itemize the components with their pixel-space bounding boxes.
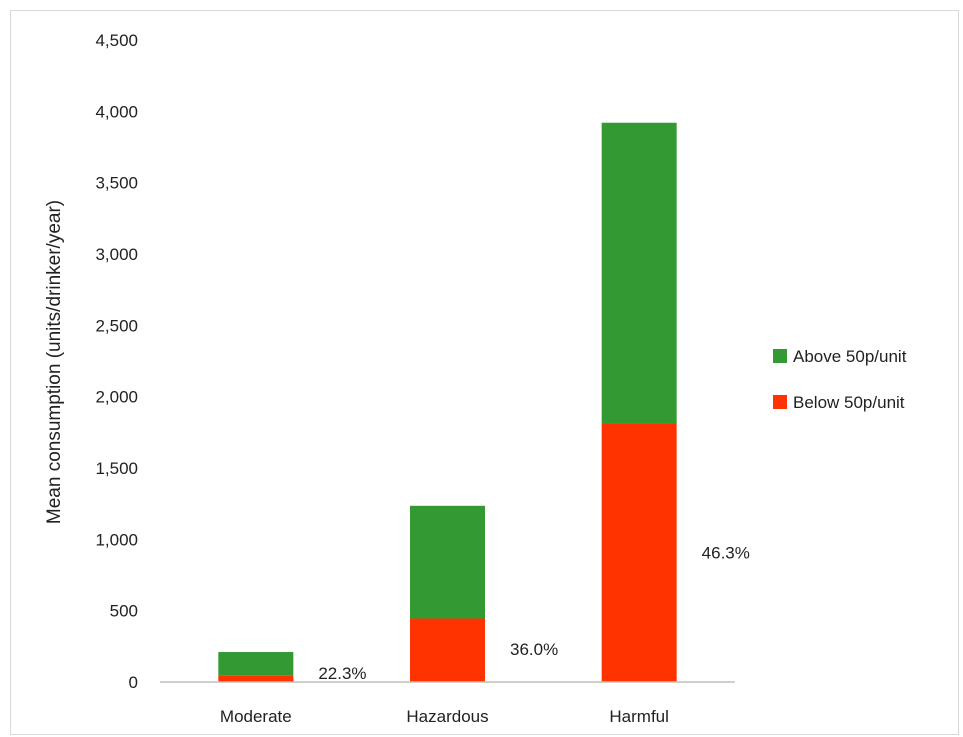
percent-labels: 22.3% 36.0% 46.3% xyxy=(318,544,750,683)
y-tick-label: 4,000 xyxy=(95,102,138,121)
percent-label: 46.3% xyxy=(702,544,750,563)
y-tick-label: 500 xyxy=(110,602,138,621)
percent-label: 36.0% xyxy=(510,640,558,659)
legend-label: Below 50p/unit xyxy=(793,393,905,412)
y-tick-label: 2,500 xyxy=(95,316,138,335)
y-tick-label: 0 xyxy=(129,673,138,692)
bar-segment xyxy=(410,618,485,682)
bar-segment xyxy=(410,505,485,619)
y-tick-label: 4,500 xyxy=(95,31,138,50)
y-axis-title: Mean consumption (units/drinker/year) xyxy=(44,200,65,524)
category-label: Harmful xyxy=(609,707,669,726)
y-tick-label: 2,000 xyxy=(95,388,138,407)
bar-segment xyxy=(601,122,677,424)
y-tick-label: 3,500 xyxy=(95,174,138,193)
legend-swatch xyxy=(773,349,787,363)
category-label: Moderate xyxy=(220,707,292,726)
legend-label: Above 50p/unit xyxy=(793,347,907,366)
y-tick-label: 1,500 xyxy=(95,459,138,478)
legend-swatch xyxy=(773,395,787,409)
bar-segment xyxy=(218,675,294,682)
category-labels: Moderate Hazardous Harmful xyxy=(220,707,669,726)
y-tick-label: 1,000 xyxy=(95,530,138,549)
category-label: Hazardous xyxy=(406,707,488,726)
bars xyxy=(218,122,677,682)
percent-label: 22.3% xyxy=(318,664,366,683)
bar-segment xyxy=(601,423,677,682)
y-tick-label: 3,000 xyxy=(95,245,138,264)
legend: Above 50p/unit Below 50p/unit xyxy=(773,347,907,412)
bar-segment xyxy=(218,652,294,676)
y-axis-ticks: 0 500 1,000 1,500 2,000 2,500 3,000 3,500 4,000 4… xyxy=(95,31,138,692)
